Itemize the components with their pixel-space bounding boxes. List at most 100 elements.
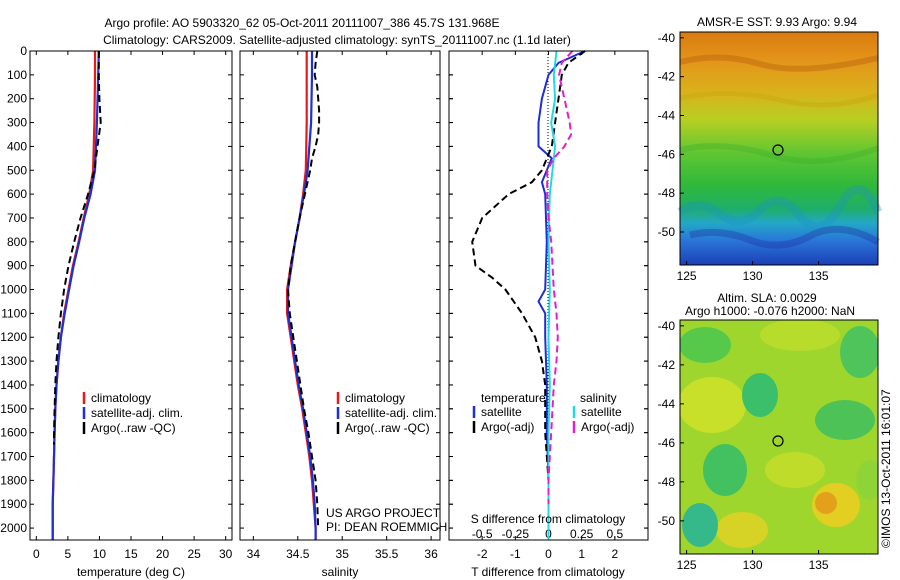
sst-map-frame (679, 31, 879, 266)
salinity-x-label: salinity (322, 565, 359, 579)
series-line-climatology (51, 51, 97, 540)
x-tick-label-s: -0.25 (502, 527, 530, 541)
temperature-axes-box (29, 50, 233, 541)
y-tick-label: 100 (7, 68, 27, 82)
y-tick-label: 1500 (0, 402, 27, 416)
lat-tick-label: -40 (658, 31, 676, 45)
y-tick-label: 1200 (0, 330, 27, 344)
legend-label-satellite: satellite-adj. clim. (345, 406, 437, 420)
salinity-panel: 34 34.5 35 35.5 36 salinity climatology sate… (239, 50, 447, 579)
sla-map-frame (679, 319, 879, 555)
lat-tick-label: -42 (658, 70, 676, 84)
y-tick-label: 400 (7, 139, 27, 153)
series-line-satellite-adj-clim- (286, 51, 317, 540)
salinity-legend: climatology satellite-adj. clim. Argo(..… (336, 391, 437, 435)
temperature-ticks: 0100200300400500600700800900100011001200… (0, 44, 232, 561)
sst-map-title: AMSR-E SST: 9.93 Argo: 9.94 (697, 15, 857, 29)
lat-tick-label: -50 (658, 514, 676, 528)
lat-tick-label: -40 (658, 319, 676, 333)
difference-lines (471, 50, 586, 540)
series-line-argo-raw-qc- (287, 50, 321, 529)
y-tick-label: 0 (20, 44, 27, 58)
legend-head-temperature: temperature (481, 391, 546, 405)
sst-field (680, 32, 878, 265)
difference-legend: temperature salinity satellite Argo(-adj… (472, 391, 634, 434)
legend-label-climatology: climatology (91, 391, 151, 405)
lat-tick-label: -44 (658, 397, 676, 411)
lon-tick-label: 125 (677, 269, 697, 283)
sla-map-title-line1: Altim. SLA: 0.0029 (717, 291, 817, 305)
y-tick-label: 1800 (0, 473, 27, 487)
y-tick-label: 200 (7, 92, 27, 106)
x-tick-label: 2 (611, 547, 618, 561)
lat-tick-label: -48 (658, 186, 676, 200)
temperature-x-label: temperature (deg C) (77, 565, 185, 579)
x-tick-label-s: 0.25 (570, 527, 594, 541)
y-tick-label: 1700 (0, 450, 27, 464)
pi-annotation: PI: DEAN ROEMMICH (326, 520, 447, 534)
legend-head-salinity: salinity (580, 391, 617, 405)
series-line-temperature-argo-adj- (471, 50, 586, 505)
sst-texture (677, 54, 883, 249)
lon-tick-label: 130 (743, 269, 763, 283)
lon-tick-label: 135 (809, 558, 829, 572)
y-tick-label: 1900 (0, 497, 27, 511)
legend-label-argo: Argo(..raw -QC) (345, 421, 430, 435)
lat-tick-label: -42 (658, 358, 676, 372)
sst-argo-marker (772, 144, 784, 156)
difference-x-label: T difference from climatology (471, 565, 625, 579)
series-line-salinity-argo-adj- (546, 50, 574, 505)
x-tick-label: 0 (33, 547, 40, 561)
x-tick-label: 34 (247, 547, 261, 561)
y-tick-label: 800 (7, 235, 27, 249)
x-tick-label: 10 (93, 547, 107, 561)
lat-tick-label: -50 (658, 225, 676, 239)
x-tick-label: 36 (424, 547, 438, 561)
legend-label-s-argo: Argo(-adj) (581, 420, 634, 434)
sla-argo-marker (772, 435, 784, 447)
sla-map: Altim. SLA: 0.0029 Argo h1000: -0.076 h2… (658, 291, 879, 572)
x-tick-label: 5 (65, 547, 72, 561)
legend-label-t-argo: Argo(-adj) (481, 420, 534, 434)
lat-tick-label: -46 (658, 436, 676, 450)
salinity-lines (286, 50, 321, 540)
project-annotation: US ARGO PROJECT (326, 506, 441, 520)
legend-label-t-satellite: satellite (481, 405, 522, 419)
sla-map-title-line2: Argo h1000: -0.076 h2000: NaN (685, 304, 855, 318)
lon-tick-label: 135 (809, 269, 829, 283)
y-tick-label: 300 (7, 116, 27, 130)
lon-tick-label: 130 (743, 558, 763, 572)
x-tick-label: 34.5 (286, 547, 310, 561)
x-tick-label: 1 (578, 547, 585, 561)
figure-title-line2: Climatology: CARS2009. Satellite-adjuste… (103, 33, 571, 47)
y-tick-label: 1600 (0, 426, 27, 440)
x-tick-label: 0 (545, 547, 552, 561)
y-tick-label: 500 (7, 163, 27, 177)
x-tick-label: 20 (156, 547, 170, 561)
temperature-panel: 0100200300400500600700800900100011001200… (0, 44, 232, 579)
legend-label-argo: Argo(..raw -QC) (91, 421, 176, 435)
y-tick-label: 600 (7, 187, 27, 201)
series-line-satellite-adj-clim- (51, 50, 100, 540)
x-tick-label: 35 (336, 547, 350, 561)
x-tick-label: 35.5 (375, 547, 399, 561)
y-tick-label: 1100 (1, 306, 27, 320)
y-tick-label: 1000 (0, 283, 27, 297)
x-tick-label-s: -0.5 (472, 527, 493, 541)
difference-x-label-top: S difference from climatology (471, 512, 626, 526)
figure-title-line1: Argo profile: AO 5903320_62 05-Oct-2011 … (105, 16, 500, 30)
lat-tick-label: -44 (658, 108, 676, 122)
series-line-temperature-satellite (537, 50, 586, 540)
sla-blobs (680, 320, 878, 548)
legend-label-satellite: satellite-adj. clim. (91, 406, 183, 420)
sla-map-ticks: -40 -42 -44 -46 -48 -50 125 130 135 (658, 319, 829, 572)
x-tick-label-s: 0.5 (606, 527, 623, 541)
y-tick-label: 900 (7, 259, 27, 273)
temperature-legend: climatology satellite-adj. clim. Argo(..… (82, 391, 183, 435)
x-tick-label: -2 (477, 547, 488, 561)
sst-map-ticks: -40 -42 -44 -46 -48 -50 125 130 135 (658, 31, 829, 283)
difference-axes-box (448, 50, 649, 541)
y-tick-label: 1300 (0, 354, 27, 368)
